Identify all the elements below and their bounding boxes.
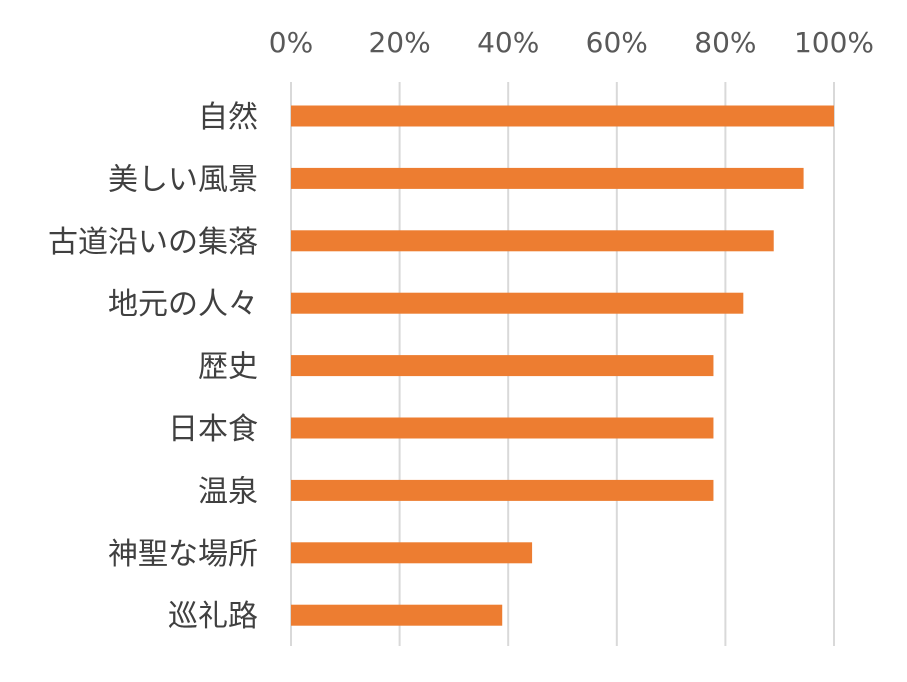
category-label: 歴史 <box>198 350 258 385</box>
category-label: 日本食 <box>168 412 258 447</box>
x-tick-label: 80% <box>694 26 756 59</box>
category-label: 巡礼路 <box>168 599 258 634</box>
bar <box>291 542 533 564</box>
category-label: 古道沿いの集落 <box>48 225 258 260</box>
bar <box>291 417 714 439</box>
x-tick-label: 40% <box>477 26 539 59</box>
bar <box>291 604 503 626</box>
bar <box>291 355 714 377</box>
category-label: 自然 <box>198 100 258 135</box>
category-label: 美しい風景 <box>108 162 258 197</box>
bar <box>291 292 744 314</box>
x-tick-label: 0% <box>269 26 313 59</box>
x-tick-label: 60% <box>586 26 648 59</box>
bar <box>291 167 804 189</box>
category-label: 温泉 <box>198 474 258 509</box>
x-tick-label: 100% <box>794 26 874 59</box>
bars <box>291 105 834 626</box>
x-tick-label: 20% <box>368 26 430 59</box>
bar <box>291 479 714 501</box>
bar <box>291 230 774 252</box>
x-tick-labels: 0% 20% 40% 60% 80% 100% <box>269 26 874 59</box>
category-label: 神聖な場所 <box>108 537 258 572</box>
category-label: 地元の人々 <box>108 287 258 322</box>
bar <box>291 105 834 127</box>
